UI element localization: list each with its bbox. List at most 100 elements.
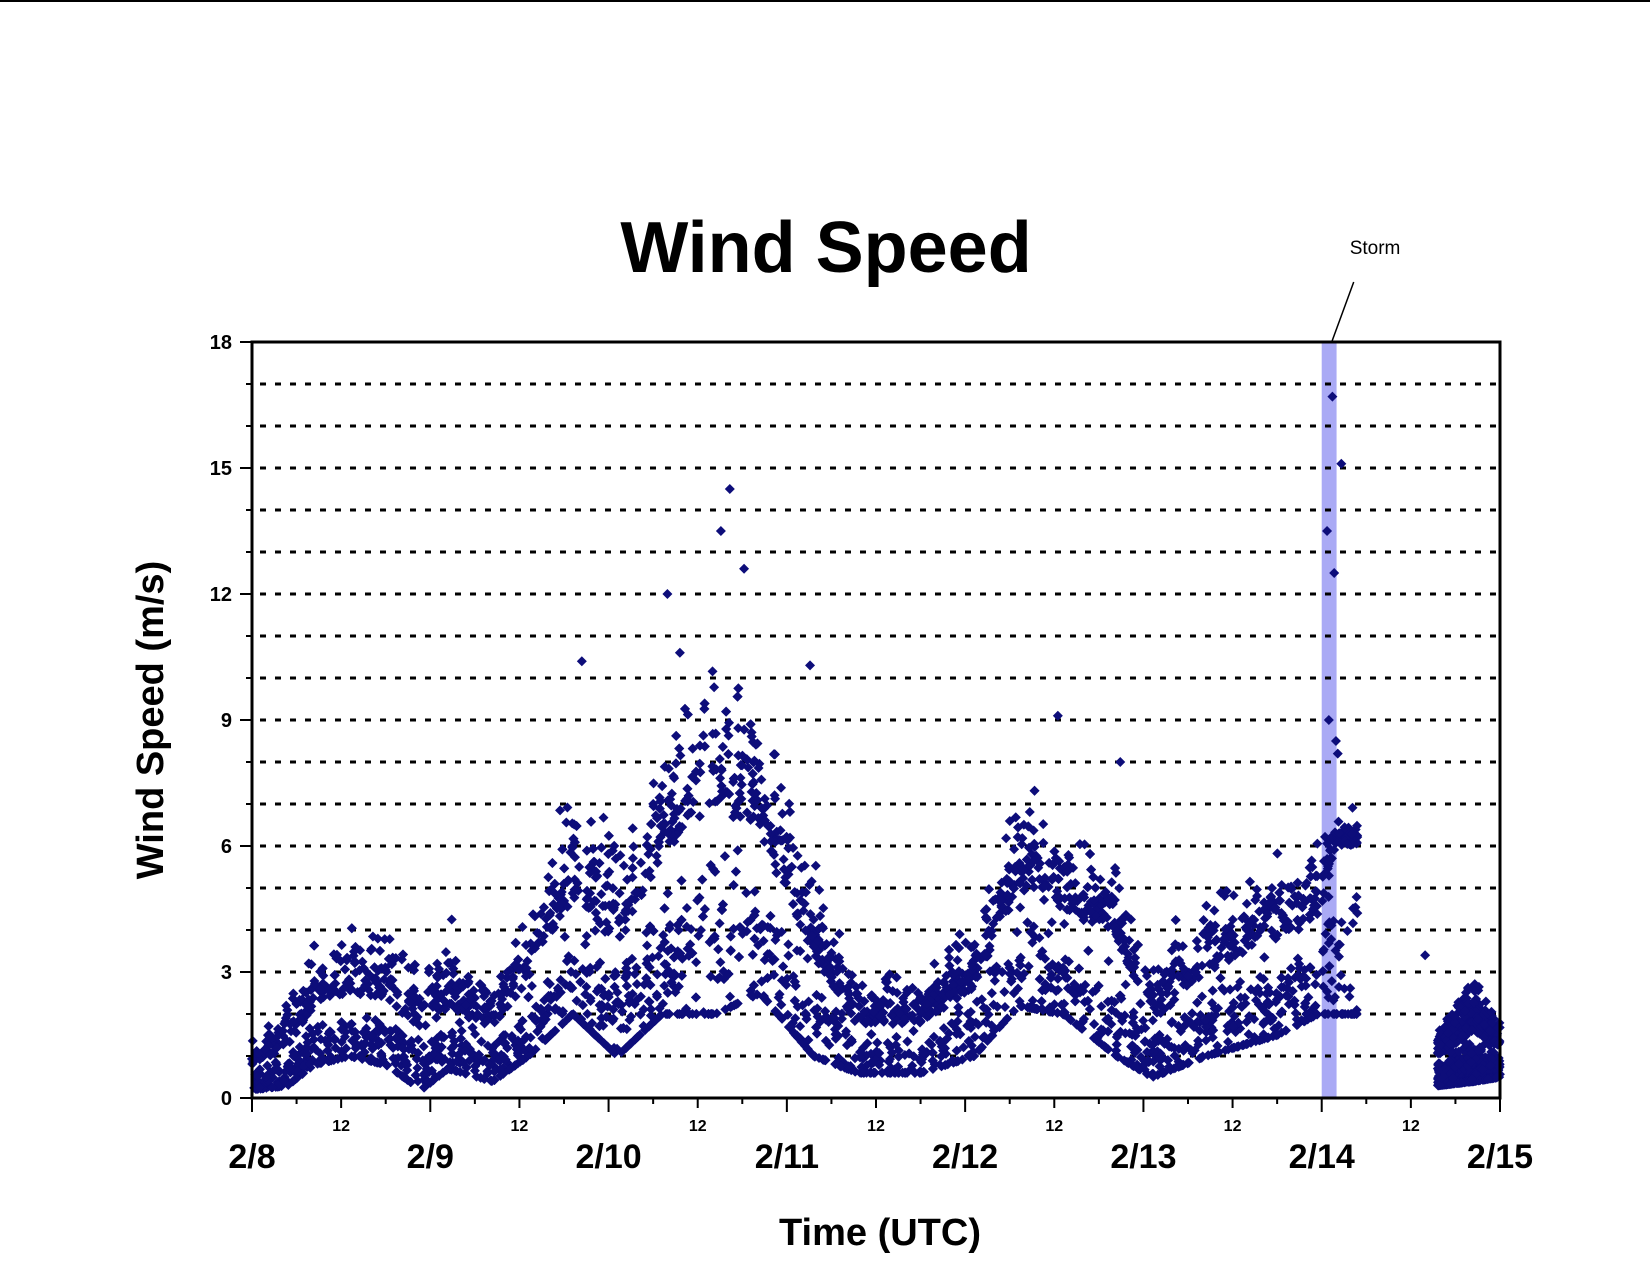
data-point — [1024, 806, 1035, 817]
data-point — [1228, 890, 1239, 901]
data-point — [631, 979, 642, 990]
data-point — [746, 731, 757, 742]
data-point — [1293, 924, 1304, 935]
data-point — [1078, 1013, 1089, 1024]
data-point — [456, 1025, 467, 1036]
data-point — [1197, 960, 1208, 971]
data-point — [1074, 963, 1085, 974]
data-point — [765, 836, 776, 847]
data-point — [412, 1062, 423, 1073]
data-point — [1039, 894, 1050, 905]
data-point — [1065, 879, 1076, 890]
data-point — [1266, 883, 1277, 894]
data-point — [624, 1015, 635, 1026]
data-point — [767, 955, 778, 966]
data-point — [659, 959, 670, 970]
data-point — [621, 980, 632, 991]
data-point — [768, 749, 779, 760]
data-point — [329, 1034, 340, 1045]
data-point — [496, 971, 507, 982]
data-point — [1250, 895, 1261, 906]
data-point — [1000, 1001, 1011, 1012]
data-point — [508, 978, 519, 989]
data-point — [765, 910, 776, 921]
data-point — [409, 959, 420, 970]
data-point — [1202, 942, 1213, 953]
data-point — [732, 845, 743, 856]
data-point — [681, 902, 692, 913]
data-point — [699, 904, 710, 915]
data-point — [891, 972, 902, 983]
data-point — [1309, 893, 1320, 904]
data-point — [804, 879, 815, 890]
data-point — [747, 949, 758, 960]
data-point — [952, 955, 963, 966]
data-point — [654, 1003, 665, 1014]
data-point — [1096, 1001, 1107, 1012]
data-point — [1088, 872, 1099, 883]
data-point — [1139, 1036, 1150, 1047]
data-point — [1272, 848, 1283, 859]
data-point — [1251, 884, 1262, 895]
data-point — [252, 1071, 263, 1082]
data-point — [887, 1018, 898, 1029]
top-border — [0, 0, 1650, 2]
data-point — [682, 783, 693, 794]
data-point — [971, 996, 982, 1007]
data-point — [707, 666, 718, 677]
data-point — [1211, 934, 1222, 945]
data-point — [642, 832, 653, 843]
data-point — [856, 1011, 867, 1022]
data-point — [446, 914, 457, 925]
data-point — [614, 931, 625, 942]
data-point — [598, 812, 609, 823]
data-point — [926, 1039, 937, 1050]
data-point — [581, 981, 592, 992]
data-point — [687, 743, 698, 754]
data-point — [627, 823, 638, 834]
data-point — [776, 782, 787, 793]
data-point — [594, 1021, 605, 1032]
data-point — [1300, 880, 1311, 891]
data-point — [1034, 874, 1045, 885]
data-point — [317, 1020, 328, 1031]
data-point — [1063, 850, 1074, 861]
data-point — [752, 738, 763, 749]
data-point — [789, 887, 800, 898]
data-point — [800, 1008, 811, 1019]
data-point — [555, 805, 566, 816]
data-point — [662, 987, 673, 998]
data-point — [713, 944, 724, 955]
data-point — [1008, 988, 1019, 999]
data-point — [652, 857, 663, 868]
data-point — [783, 950, 794, 961]
data-point — [1147, 1040, 1158, 1051]
data-point — [795, 919, 806, 930]
data-point — [547, 858, 558, 869]
data-point — [1048, 872, 1059, 883]
data-point — [419, 1082, 430, 1093]
data-point — [908, 1025, 919, 1036]
data-point — [569, 819, 580, 830]
data-point — [270, 1057, 281, 1068]
data-point — [681, 921, 692, 932]
data-point — [899, 1013, 910, 1024]
data-point — [715, 957, 726, 968]
data-point — [697, 911, 708, 922]
data-point — [802, 953, 813, 964]
chart-title: Wind Speed — [620, 208, 1031, 288]
data-point — [510, 937, 521, 948]
data-point — [423, 987, 434, 998]
data-point — [635, 857, 646, 868]
data-point — [1241, 898, 1252, 909]
data-point — [454, 1017, 465, 1028]
data-point — [1276, 1006, 1287, 1017]
data-point — [741, 926, 752, 937]
data-point — [523, 992, 534, 1003]
data-point — [736, 779, 747, 790]
data-point — [698, 730, 709, 741]
data-point — [538, 902, 549, 913]
data-point — [1197, 991, 1208, 1002]
data-point — [448, 968, 459, 979]
data-point — [1038, 819, 1049, 830]
